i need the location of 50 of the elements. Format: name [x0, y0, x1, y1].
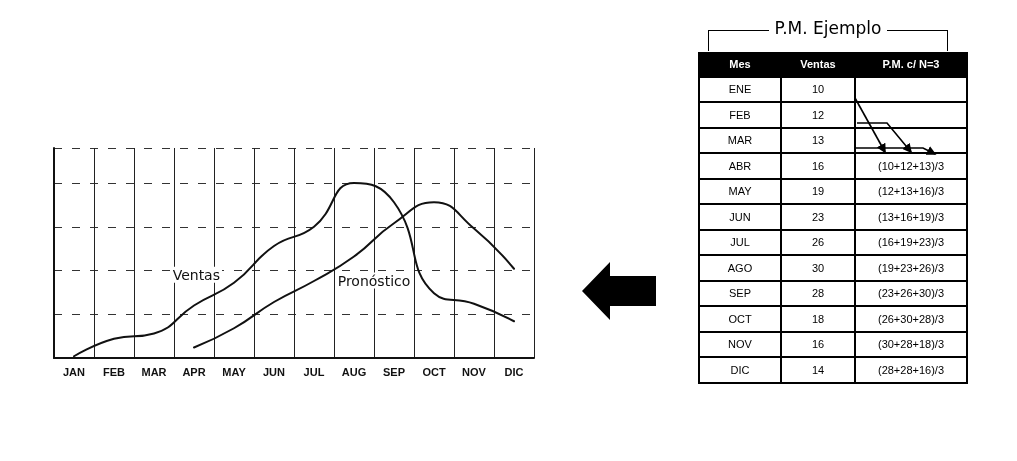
- category-label: FEB: [699, 102, 781, 128]
- category-label: ABR: [699, 153, 781, 179]
- data-label: 23: [781, 204, 855, 230]
- data-label: (16+19+23)/3: [855, 229, 967, 255]
- category-label: ENE: [699, 76, 781, 102]
- x-tick-label: JUL: [303, 365, 325, 378]
- data-label: 16: [781, 331, 855, 357]
- legend-label: P.M. c/ N=3: [855, 52, 967, 77]
- data-label: 14: [781, 357, 855, 383]
- x-tick-label: AUG: [341, 365, 367, 378]
- text: P.M. Ejemplo: [768, 18, 888, 38]
- data-label: 18: [781, 306, 855, 332]
- data-label: 16: [781, 153, 855, 179]
- data-label: (23+26+30)/3: [855, 280, 967, 306]
- x-tick-label: JUN: [262, 365, 286, 378]
- data-label: 19: [781, 178, 855, 204]
- text: Ventas: [781, 52, 855, 77]
- category-label: AGO: [699, 255, 781, 281]
- series-label: Ventas: [172, 266, 220, 283]
- x-tick-label: DIC: [504, 365, 524, 378]
- category-label: MAY: [699, 178, 781, 204]
- x-tick-label: MAY: [222, 365, 247, 378]
- category-label: JUN: [699, 204, 781, 230]
- x-tick-label: FEB: [103, 365, 126, 378]
- x-tick-label: OCT: [422, 365, 446, 378]
- data-label: (12+13+16)/3: [855, 178, 967, 204]
- data-label: 12: [781, 102, 855, 128]
- data-label: 28: [781, 280, 855, 306]
- category-label: NOV: [699, 331, 781, 357]
- category-label: MAR: [699, 127, 781, 153]
- x-tick-label: MAR: [141, 365, 167, 378]
- data-label: 10: [781, 76, 855, 102]
- data-label: (30+28+18)/3: [855, 331, 967, 357]
- x-tick-label: NOV: [462, 365, 487, 378]
- data-label: (28+28+16)/3: [855, 357, 967, 383]
- data-label: 30: [781, 255, 855, 281]
- text: Mes: [699, 52, 781, 77]
- series-label: Pronóstico: [337, 272, 411, 289]
- x-tick-label: APR: [182, 365, 206, 378]
- data-label: 13: [781, 127, 855, 153]
- data-label: (19+23+26)/3: [855, 255, 967, 281]
- category-label: SEP: [699, 280, 781, 306]
- data-label: (13+16+19)/3: [855, 204, 967, 230]
- data-label: (10+12+13)/3: [855, 153, 967, 179]
- data-label: (26+30+28)/3: [855, 306, 967, 332]
- x-tick-label: SEP: [382, 365, 406, 378]
- category-label: OCT: [699, 306, 781, 332]
- data-label: 26: [781, 229, 855, 255]
- x-tick-label: JAN: [62, 365, 86, 378]
- category-label: JUL: [699, 229, 781, 255]
